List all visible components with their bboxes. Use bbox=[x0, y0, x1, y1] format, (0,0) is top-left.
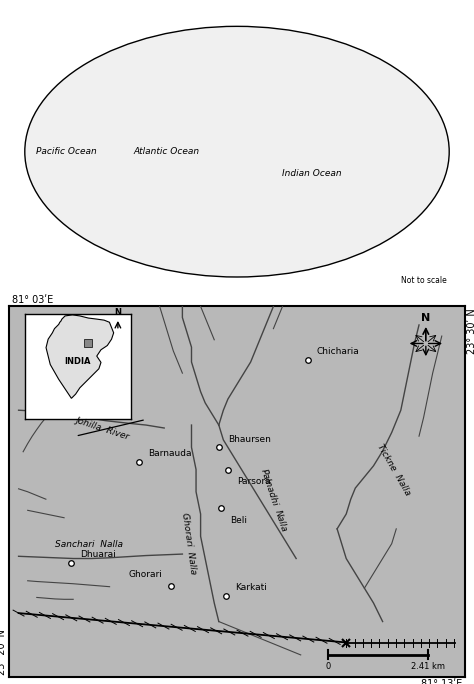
Text: 81° 03ʹE: 81° 03ʹE bbox=[12, 295, 53, 304]
Text: Tickne  Nalla: Tickne Nalla bbox=[375, 442, 412, 497]
Text: Palnadhi: Palnadhi bbox=[259, 469, 279, 508]
Text: Karkati: Karkati bbox=[235, 583, 266, 592]
Text: Ghorari: Ghorari bbox=[128, 570, 162, 579]
Text: Chicharia: Chicharia bbox=[317, 347, 359, 356]
Text: Dhuarai: Dhuarai bbox=[80, 550, 116, 560]
Text: Not to scale: Not to scale bbox=[401, 276, 447, 285]
Text: Parsora: Parsora bbox=[237, 477, 271, 486]
Text: 0: 0 bbox=[325, 661, 331, 670]
Text: Bhaursen: Bhaursen bbox=[228, 434, 271, 444]
Text: Johilla  River: Johilla River bbox=[75, 416, 131, 442]
Text: 23° 20ʹ N: 23° 20ʹ N bbox=[0, 629, 7, 675]
Text: Atlantic Ocean: Atlantic Ocean bbox=[134, 147, 200, 156]
Text: Pacific Ocean: Pacific Ocean bbox=[36, 147, 97, 156]
Text: 81° 13ʹE: 81° 13ʹE bbox=[421, 679, 462, 684]
Text: N: N bbox=[421, 313, 430, 323]
Text: Nalla: Nalla bbox=[273, 509, 288, 534]
Text: 23° 30ʹ N: 23° 30ʹ N bbox=[467, 308, 474, 354]
Text: Beli: Beli bbox=[230, 516, 247, 525]
Text: Barnauda: Barnauda bbox=[148, 449, 192, 458]
Ellipse shape bbox=[25, 27, 449, 277]
Text: Indian Ocean: Indian Ocean bbox=[282, 170, 341, 179]
Text: Ghorari  Nalla: Ghorari Nalla bbox=[181, 512, 198, 575]
Text: 2.41 km: 2.41 km bbox=[411, 661, 445, 670]
Text: Sanchari  Nalla: Sanchari Nalla bbox=[55, 540, 123, 549]
